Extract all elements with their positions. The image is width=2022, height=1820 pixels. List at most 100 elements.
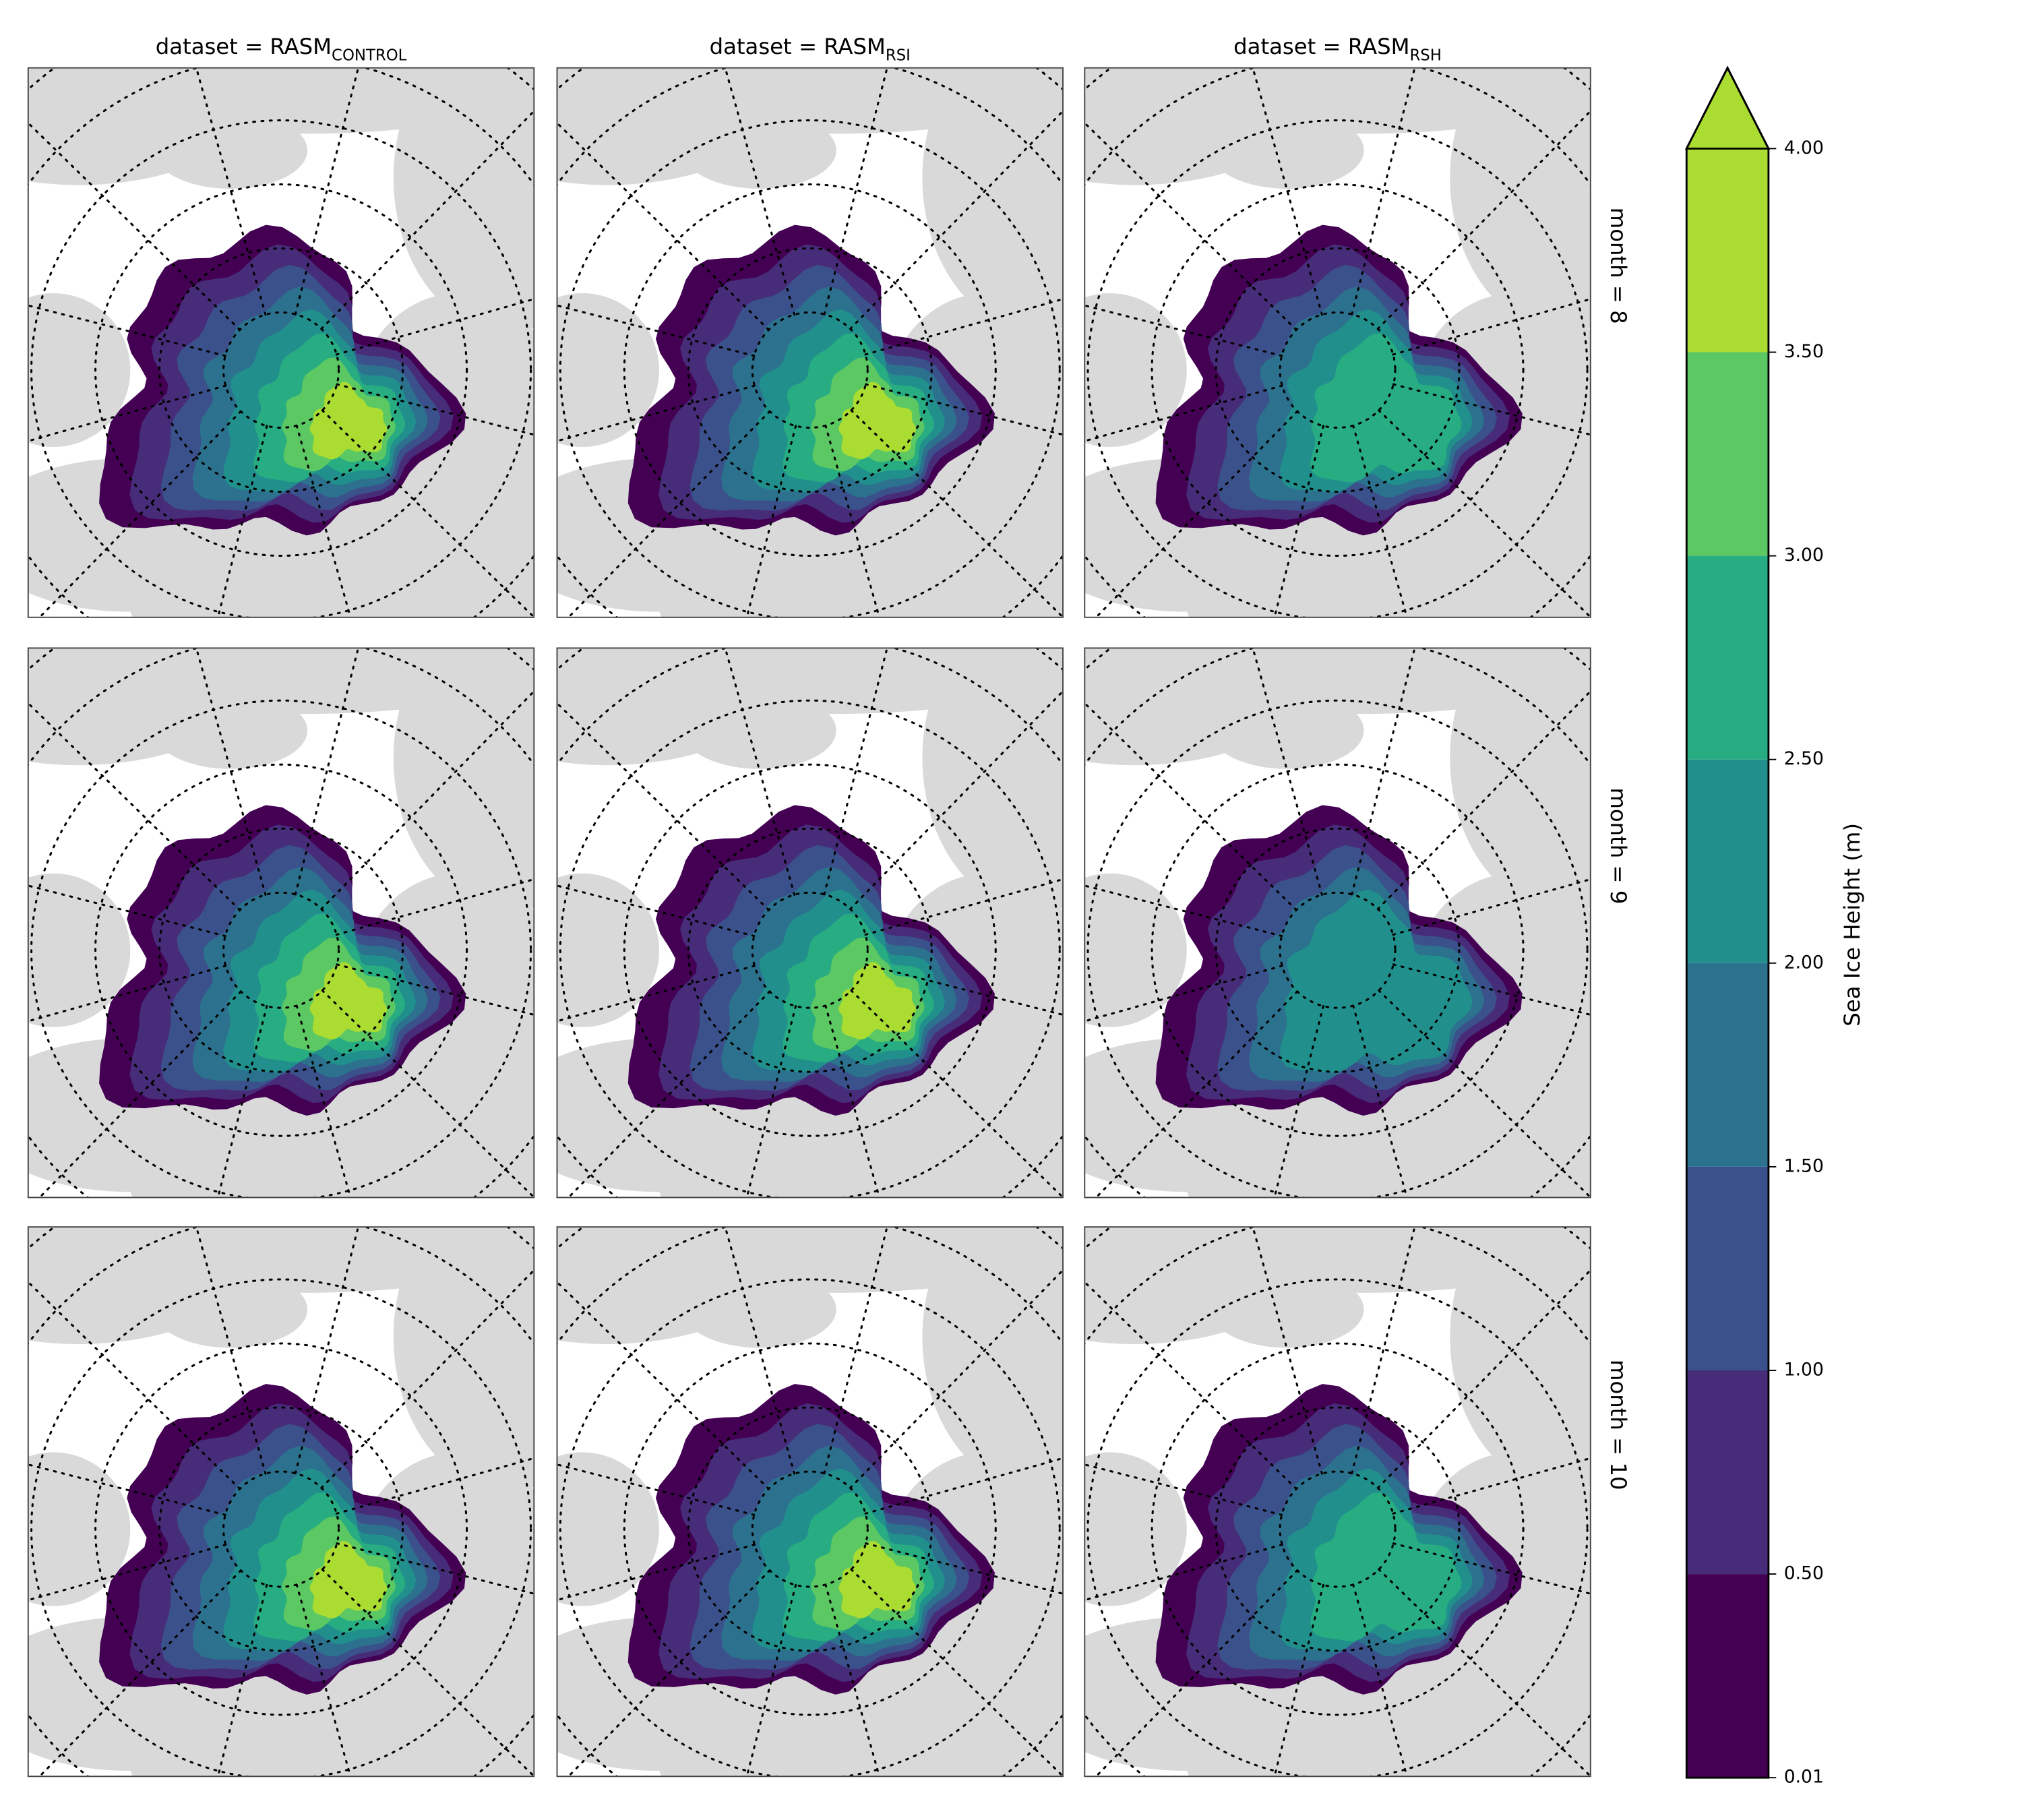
graticule	[559, 119, 1061, 617]
graticule	[1279, 891, 1397, 1009]
meridian	[28, 1280, 241, 1490]
meridian	[294, 67, 360, 315]
meridian	[335, 878, 534, 936]
graticule	[222, 891, 340, 1009]
meridian	[1084, 884, 1283, 938]
meridian	[724, 1227, 796, 1475]
meridian	[195, 1227, 267, 1475]
row-title: month = 8	[1605, 208, 1631, 324]
column-title-text: dataset = RASM	[156, 34, 332, 59]
colorbar-band	[1686, 352, 1769, 556]
colorbar-tick-label: 1.00	[1784, 1360, 1824, 1381]
land	[1084, 873, 1187, 1027]
meridian	[849, 690, 1064, 911]
meridian	[28, 384, 227, 442]
meridian	[557, 121, 770, 331]
meridian	[1084, 965, 1283, 1023]
colorbar-band	[1686, 759, 1769, 963]
graticule	[623, 1342, 997, 1716]
graticule	[1151, 763, 1525, 1137]
graticule	[623, 183, 997, 557]
meridian	[295, 1004, 352, 1198]
meridian	[557, 1544, 756, 1602]
land	[682, 1271, 836, 1348]
meridian	[1392, 1457, 1591, 1515]
panel-frame	[27, 1226, 535, 1778]
land	[28, 293, 131, 447]
colorbar-tick-label: 4.00	[1784, 138, 1824, 158]
meridian	[745, 1583, 797, 1777]
meridian	[1084, 121, 1297, 331]
colorbar-band	[1686, 148, 1769, 353]
land	[1475, 460, 1591, 617]
map-panel	[1084, 67, 1591, 617]
meridian	[864, 1457, 1064, 1515]
meridian	[567, 990, 771, 1198]
land	[419, 1618, 534, 1777]
land	[419, 460, 534, 617]
colorbar-tick-label: 2.50	[1784, 748, 1824, 769]
graticule	[222, 311, 340, 429]
land	[419, 1040, 534, 1198]
meridian	[1084, 304, 1283, 357]
meridian	[321, 1568, 534, 1777]
meridian	[824, 1004, 881, 1198]
meridian	[850, 989, 1064, 1198]
meridian	[1392, 383, 1591, 436]
land	[1084, 1452, 1187, 1606]
land	[1450, 1227, 1591, 1491]
meridian	[336, 383, 534, 436]
colorbar-tick-label: 2.00	[1784, 952, 1824, 973]
meridian	[850, 409, 1064, 617]
graticule	[751, 311, 869, 429]
meridian	[1273, 425, 1324, 617]
meridian	[557, 304, 756, 357]
column-title: dataset = RASMCONTROL	[156, 34, 407, 64]
meridian	[336, 963, 534, 1017]
colorbar-label: Sea Ice Height (m)	[1839, 823, 1865, 1027]
meridian	[1392, 878, 1591, 936]
column-title-text: dataset = RASM	[1233, 34, 1409, 59]
meridian	[1376, 690, 1591, 911]
graticule	[94, 763, 468, 1137]
meridian	[1352, 424, 1409, 617]
meridian	[294, 648, 360, 896]
meridian	[1392, 1542, 1591, 1595]
colorbar-outline	[1685, 65, 1770, 1779]
graticule	[1279, 1470, 1397, 1588]
graticule	[687, 247, 933, 493]
ice-band	[1310, 333, 1462, 483]
meridian	[850, 1568, 1064, 1777]
colorbar-band	[1686, 1370, 1769, 1575]
panel-frame	[556, 647, 1064, 1199]
meridian	[1084, 1280, 1297, 1490]
column-title-subscript: RSH	[1409, 47, 1441, 64]
land	[557, 293, 659, 447]
graticule	[30, 1278, 532, 1777]
meridian	[320, 109, 534, 330]
graticule	[94, 183, 468, 557]
ice-band	[1280, 889, 1473, 1073]
meridian	[864, 878, 1064, 936]
map-panel	[1084, 1227, 1591, 1777]
colorbar-tick-label: 0.50	[1784, 1563, 1824, 1584]
meridian	[824, 424, 881, 617]
panel-frame	[556, 1226, 1064, 1778]
meridian	[1273, 1005, 1324, 1198]
meridian	[1095, 990, 1299, 1198]
meridian	[824, 1583, 881, 1777]
land	[1475, 1618, 1591, 1777]
meridian	[335, 1457, 534, 1515]
meridian	[745, 1005, 797, 1198]
land	[28, 873, 131, 1027]
meridian	[1352, 1004, 1409, 1198]
meridian	[1252, 67, 1323, 316]
map-panel	[557, 648, 1064, 1198]
graticule	[94, 1342, 468, 1716]
meridian	[724, 648, 796, 896]
graticule	[1151, 1342, 1525, 1716]
meridian	[823, 648, 888, 896]
meridian	[724, 67, 796, 316]
colorbar-extend	[1684, 65, 1771, 150]
meridian	[195, 67, 267, 316]
